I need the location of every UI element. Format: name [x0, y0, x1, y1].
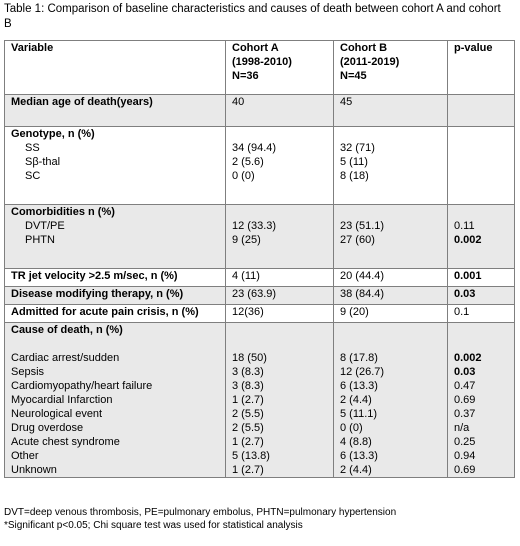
median-age-label: Median age of death(years) — [4, 94, 226, 127]
row-genotype: Genotype, n (%) SS Sβ-thal SC 34 (94.4) … — [4, 126, 515, 205]
dmt-b: 38 (84.4) — [333, 286, 448, 305]
median-age-a: 40 — [225, 94, 334, 127]
cause-p: 0.002 0.03 0.47 0.69 0.37 n/a 0.25 0.94 … — [447, 322, 515, 478]
footnote-abbreviations: DVT=deep venous thrombosis, PE=pulmonary… — [4, 507, 397, 518]
genotype-a: 34 (94.4) 2 (5.6) 0 (0) — [225, 126, 334, 205]
cause-labels: Cause of death, n (%) Cardiac arrest/sud… — [4, 322, 226, 478]
row-dmt: Disease modifying therapy, n (%) 23 (63.… — [4, 286, 515, 305]
row-cause-of-death: Cause of death, n (%) Cardiac arrest/sud… — [4, 322, 515, 478]
row-comorbidities: Comorbidities n (%) DVT/PE PHTN 12 (33.3… — [4, 204, 515, 269]
tr-jet-b: 20 (44.4) — [333, 268, 448, 287]
table-footnotes: DVT=deep venous thrombosis, PE=pulmonary… — [4, 506, 396, 532]
tr-jet-label: TR jet velocity >2.5 m/sec, n (%) — [4, 268, 226, 287]
row-median-age: Median age of death(years) 40 45 — [4, 94, 515, 127]
comorbidities-a: 12 (33.3) 9 (25) — [225, 204, 334, 269]
dmt-a: 23 (63.9) — [225, 286, 334, 305]
tr-jet-a: 4 (11) — [225, 268, 334, 287]
header-cohort-b: Cohort B (2011-2019) N=45 — [333, 40, 448, 95]
comorbidities-b: 23 (51.1) 27 (60) — [333, 204, 448, 269]
tr-jet-p: 0.001 — [447, 268, 515, 287]
acute-pain-label: Admitted for acute pain crisis, n (%) — [4, 304, 226, 323]
acute-pain-p: 0.1 — [447, 304, 515, 323]
comorbidities-labels: Comorbidities n (%) DVT/PE PHTN — [4, 204, 226, 269]
comparison-table: Variable Cohort A (1998-2010) N=36 Cohor… — [4, 40, 515, 478]
cause-b: 8 (17.8) 12 (26.7) 6 (13.3) 2 (4.4) 5 (1… — [333, 322, 448, 478]
header-pvalue: p-value — [447, 40, 515, 95]
cause-a: 18 (50) 3 (8.3) 3 (8.3) 1 (2.7) 2 (5.5) … — [225, 322, 334, 478]
acute-pain-a: 12(36) — [225, 304, 334, 323]
footnote-significance: *Significant p<0.05; Chi square test was… — [4, 520, 303, 531]
row-acute-pain: Admitted for acute pain crisis, n (%) 12… — [4, 304, 515, 323]
genotype-p — [447, 126, 515, 205]
acute-pain-b: 9 (20) — [333, 304, 448, 323]
comorbidities-p: 0.11 0.002 — [447, 204, 515, 269]
median-age-p — [447, 94, 515, 127]
header-variable: Variable — [4, 40, 226, 95]
header-cohort-a: Cohort A (1998-2010) N=36 — [225, 40, 334, 95]
genotype-b: 32 (71) 5 (11) 8 (18) — [333, 126, 448, 205]
median-age-b: 45 — [333, 94, 448, 127]
dmt-label: Disease modifying therapy, n (%) — [4, 286, 226, 305]
header-row: Variable Cohort A (1998-2010) N=36 Cohor… — [4, 40, 515, 95]
row-tr-jet: TR jet velocity >2.5 m/sec, n (%) 4 (11)… — [4, 268, 515, 287]
genotype-labels: Genotype, n (%) SS Sβ-thal SC — [4, 126, 226, 205]
table-caption: Table 1: Comparison of baseline characte… — [4, 3, 501, 30]
dmt-p: 0.03 — [447, 286, 515, 305]
